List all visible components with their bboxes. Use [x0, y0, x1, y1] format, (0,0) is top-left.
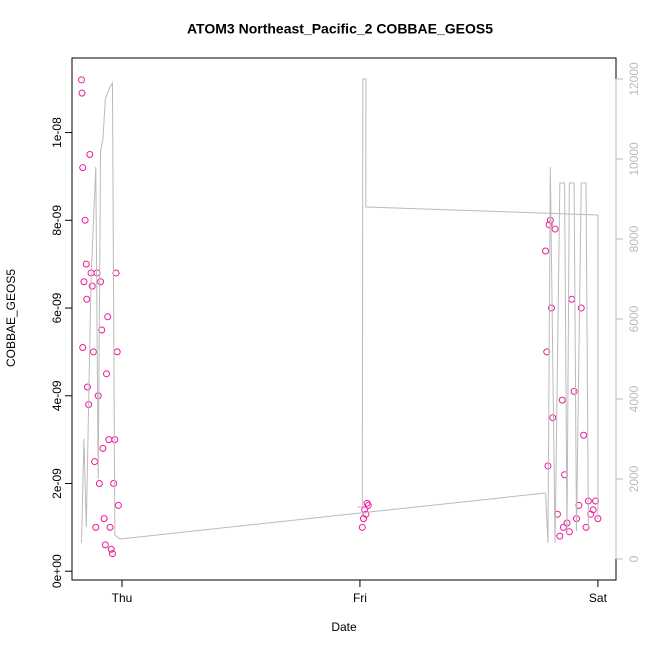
point [589, 506, 597, 514]
point [545, 221, 553, 229]
y-axis-label: COBBAE_GEOS5 [4, 269, 18, 367]
point [89, 348, 97, 356]
y-tick-label: 1e-08 [50, 117, 64, 148]
point [358, 523, 366, 531]
point [88, 282, 96, 290]
point [78, 76, 86, 84]
point [95, 479, 103, 487]
point [542, 247, 550, 255]
point [570, 387, 578, 395]
chart-title: ATOM3 Northeast_Pacific_2 COBBAE_GEOS5 [187, 21, 493, 37]
y2-tick-label: 4000 [627, 385, 641, 412]
point [558, 396, 566, 404]
point [99, 444, 107, 452]
point [83, 383, 91, 391]
point [549, 414, 557, 422]
point [577, 304, 585, 312]
point [582, 523, 590, 531]
point [104, 313, 112, 321]
y2-tick-label: 12000 [627, 62, 641, 96]
y-tick-label: 0e+00 [50, 554, 64, 588]
y2-tick-label: 2000 [627, 465, 641, 492]
altitude-line [81, 78, 599, 544]
point [83, 295, 91, 303]
point [94, 392, 102, 400]
point [548, 304, 556, 312]
y2-tick-label: 10000 [627, 142, 641, 176]
point [592, 497, 600, 505]
point [580, 431, 588, 439]
point [103, 370, 111, 378]
point [565, 528, 573, 536]
point [107, 545, 115, 553]
point [78, 89, 86, 97]
point [101, 541, 109, 549]
point [556, 532, 564, 540]
point [80, 278, 88, 286]
y-tick-label: 6e-09 [50, 292, 64, 323]
point [364, 501, 372, 509]
point [114, 501, 122, 509]
y2-tick-label: 0 [627, 555, 641, 562]
point [110, 479, 118, 487]
point [108, 550, 116, 558]
point [559, 523, 567, 531]
x-axis-label: Date [331, 620, 357, 634]
point [92, 523, 100, 531]
point [79, 164, 87, 172]
point [98, 326, 106, 334]
point [106, 523, 114, 531]
y-tick-label: 8e-09 [50, 205, 64, 236]
y2-tick-label: 6000 [627, 305, 641, 332]
y2-tick-label: 8000 [627, 225, 641, 252]
y-tick-label: 4e-09 [50, 380, 64, 411]
point [551, 225, 559, 233]
point [362, 510, 370, 518]
x-tick-label: Thu [112, 591, 133, 605]
point [79, 344, 87, 352]
point [97, 278, 105, 286]
point [86, 151, 94, 159]
y-tick-label: 2e-09 [50, 468, 64, 499]
point [81, 216, 89, 224]
x-tick-label: Fri [353, 591, 367, 605]
point [82, 260, 90, 268]
x-tick-label: Sat [589, 591, 608, 605]
point [543, 348, 551, 356]
point [100, 515, 108, 523]
